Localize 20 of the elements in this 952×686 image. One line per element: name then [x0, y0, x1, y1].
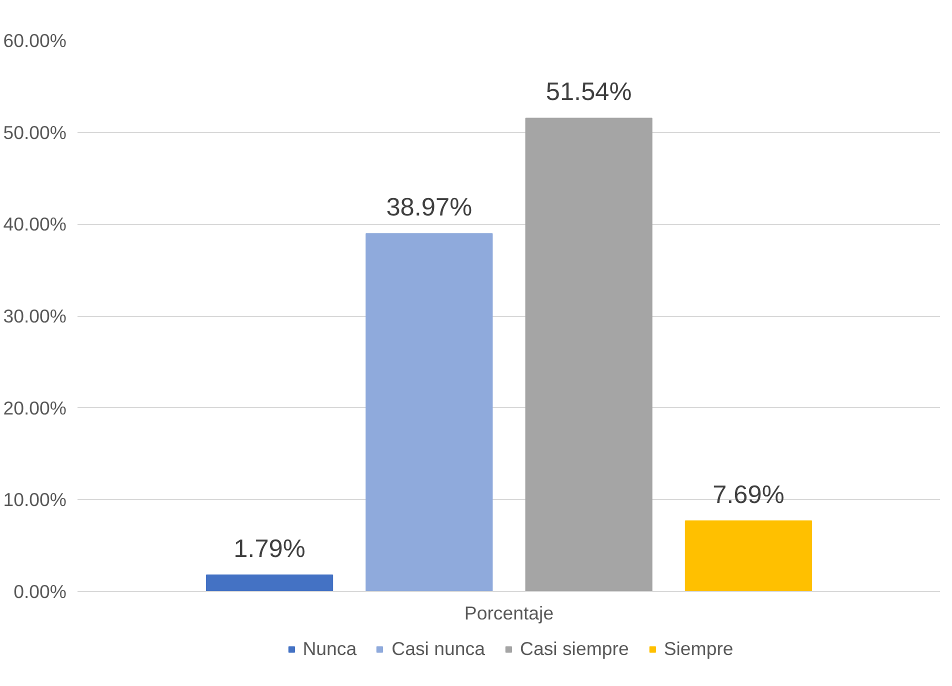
bar: [525, 118, 652, 592]
bar: [684, 520, 812, 592]
y-tick-label: 50.00%: [3, 122, 67, 143]
y-tick-label: 60.00%: [3, 30, 67, 51]
data-label: 7.69%: [712, 480, 784, 509]
bar: [366, 233, 493, 592]
x-tick-label: Porcentaje: [464, 602, 554, 624]
data-label: 38.97%: [386, 194, 472, 222]
y-tick-label: 10.00%: [3, 489, 67, 510]
bar: [206, 574, 334, 592]
legend-label: Casi nunca: [392, 638, 485, 660]
data-label: 51.54%: [546, 78, 632, 106]
y-tick-label: 0.00%: [14, 581, 67, 602]
legend-label: Nunca: [302, 638, 357, 660]
y-tick-label: 20.00%: [3, 397, 67, 418]
legend-label: Siempre: [664, 638, 734, 660]
y-tick-label: 30.00%: [3, 306, 67, 326]
legend-label: Casi siempre: [520, 638, 629, 660]
y-tick-label: 40.00%: [3, 214, 67, 235]
data-label: 1.79%: [234, 535, 306, 564]
